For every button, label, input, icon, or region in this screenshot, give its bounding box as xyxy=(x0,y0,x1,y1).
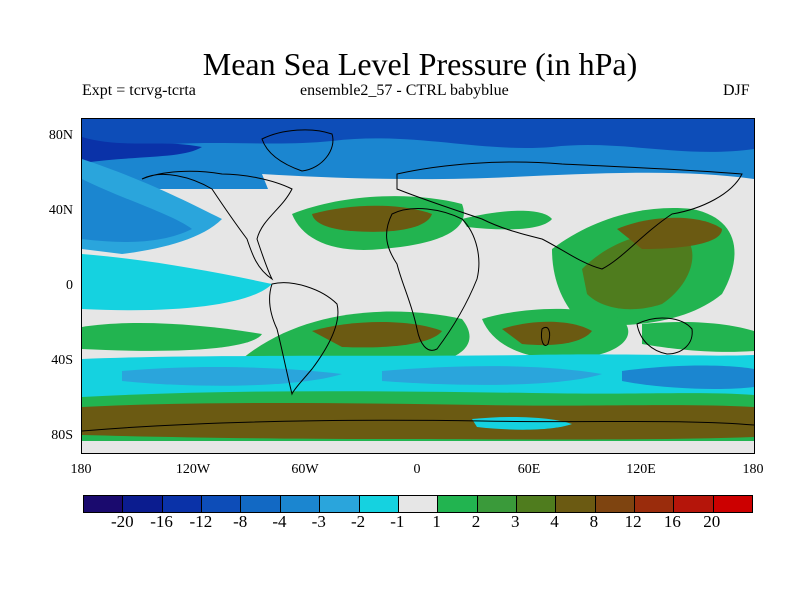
north-pacific-low xyxy=(82,137,202,163)
colorbar-label: 8 xyxy=(589,512,599,531)
colorbar-label: -4 xyxy=(272,512,287,531)
north-deep-band xyxy=(82,119,754,157)
colorbar-label: 1 xyxy=(432,512,441,531)
colorbar-label: -16 xyxy=(150,512,173,531)
mediterranean-green xyxy=(462,210,552,230)
colorbar-swatch xyxy=(162,496,203,512)
colorbar-swatch xyxy=(674,496,714,512)
colorbar-swatch xyxy=(202,496,242,512)
experiment-label: Expt = tcrvg-tcrta xyxy=(82,82,196,99)
x-tick-120e: 120E xyxy=(626,462,656,477)
west-pacific-core xyxy=(617,217,722,249)
map-field xyxy=(82,119,754,453)
colorbar-label: -1 xyxy=(390,512,405,531)
atlantic-high-core xyxy=(312,205,432,232)
asia-high-mid xyxy=(582,232,693,310)
south-edge xyxy=(82,441,754,453)
x-tick-60e: 60E xyxy=(517,462,541,477)
y-tick-40n: 40N xyxy=(48,203,73,218)
colorbar-swatch xyxy=(516,496,557,512)
antarctic-cyan-patch xyxy=(472,416,572,430)
tropical-pacific-cyan xyxy=(82,254,272,311)
colorbar-label: 16 xyxy=(663,512,681,531)
colorbar-label: 3 xyxy=(510,512,520,531)
colorbar-swatch xyxy=(438,496,478,512)
colorbar-label: -8 xyxy=(233,512,248,531)
southern-blue-2 xyxy=(382,366,602,385)
ensemble-label: ensemble2_57 - CTRL babyblue xyxy=(300,82,509,99)
south-atlantic-core xyxy=(312,322,442,348)
colorbar-swatch xyxy=(595,496,636,512)
colorbar-swatch xyxy=(477,496,517,512)
colorbar-label: 2 xyxy=(471,512,481,531)
southern-blue-3 xyxy=(622,365,754,389)
x-tick-0: 0 xyxy=(413,462,421,477)
colorbar-label: -3 xyxy=(311,512,326,531)
colorbar-label: -20 xyxy=(110,512,134,531)
colorbar-label: -2 xyxy=(350,512,366,531)
colorbar-swatch xyxy=(398,496,439,512)
colorbar-swatch xyxy=(556,496,596,512)
x-tick-60w: 60W xyxy=(291,462,319,477)
x-tick-120w: 120W xyxy=(175,462,211,477)
colorbar-swatch xyxy=(280,496,321,512)
chart-title: Mean Sea Level Pressure (in hPa) xyxy=(202,46,638,82)
pressure-map xyxy=(81,118,755,454)
pacific-blue-core xyxy=(82,179,192,242)
indian-ocean-core xyxy=(502,321,592,346)
y-tick-40s: 40S xyxy=(51,353,73,368)
colorbar-swatch xyxy=(123,496,163,512)
coastlines xyxy=(82,129,754,432)
x-tick-180w: 180 xyxy=(70,462,92,477)
tasman-green xyxy=(642,321,754,352)
x-tick-180e: 180 xyxy=(742,462,764,477)
y-tick-eq: 0 xyxy=(66,278,73,293)
colorbar xyxy=(83,495,753,513)
colorbar-swatch xyxy=(320,496,360,512)
colorbar-swatch xyxy=(635,496,675,512)
colorbar-swatch xyxy=(241,496,281,512)
antarctic-core xyxy=(82,403,754,440)
colorbar-swatch xyxy=(84,496,124,512)
south-pacific-green xyxy=(82,323,262,351)
season-label: DJF xyxy=(723,82,750,99)
y-tick-80n: 80N xyxy=(48,128,73,143)
colorbar-swatch xyxy=(359,496,399,512)
colorbar-label: 20 xyxy=(703,512,721,531)
colorbar-label: -12 xyxy=(189,512,213,531)
y-tick-80s: 80S xyxy=(51,428,73,443)
colorbar-label: 4 xyxy=(550,512,559,531)
colorbar-label: 12 xyxy=(624,512,642,531)
colorbar-swatch xyxy=(713,496,753,512)
